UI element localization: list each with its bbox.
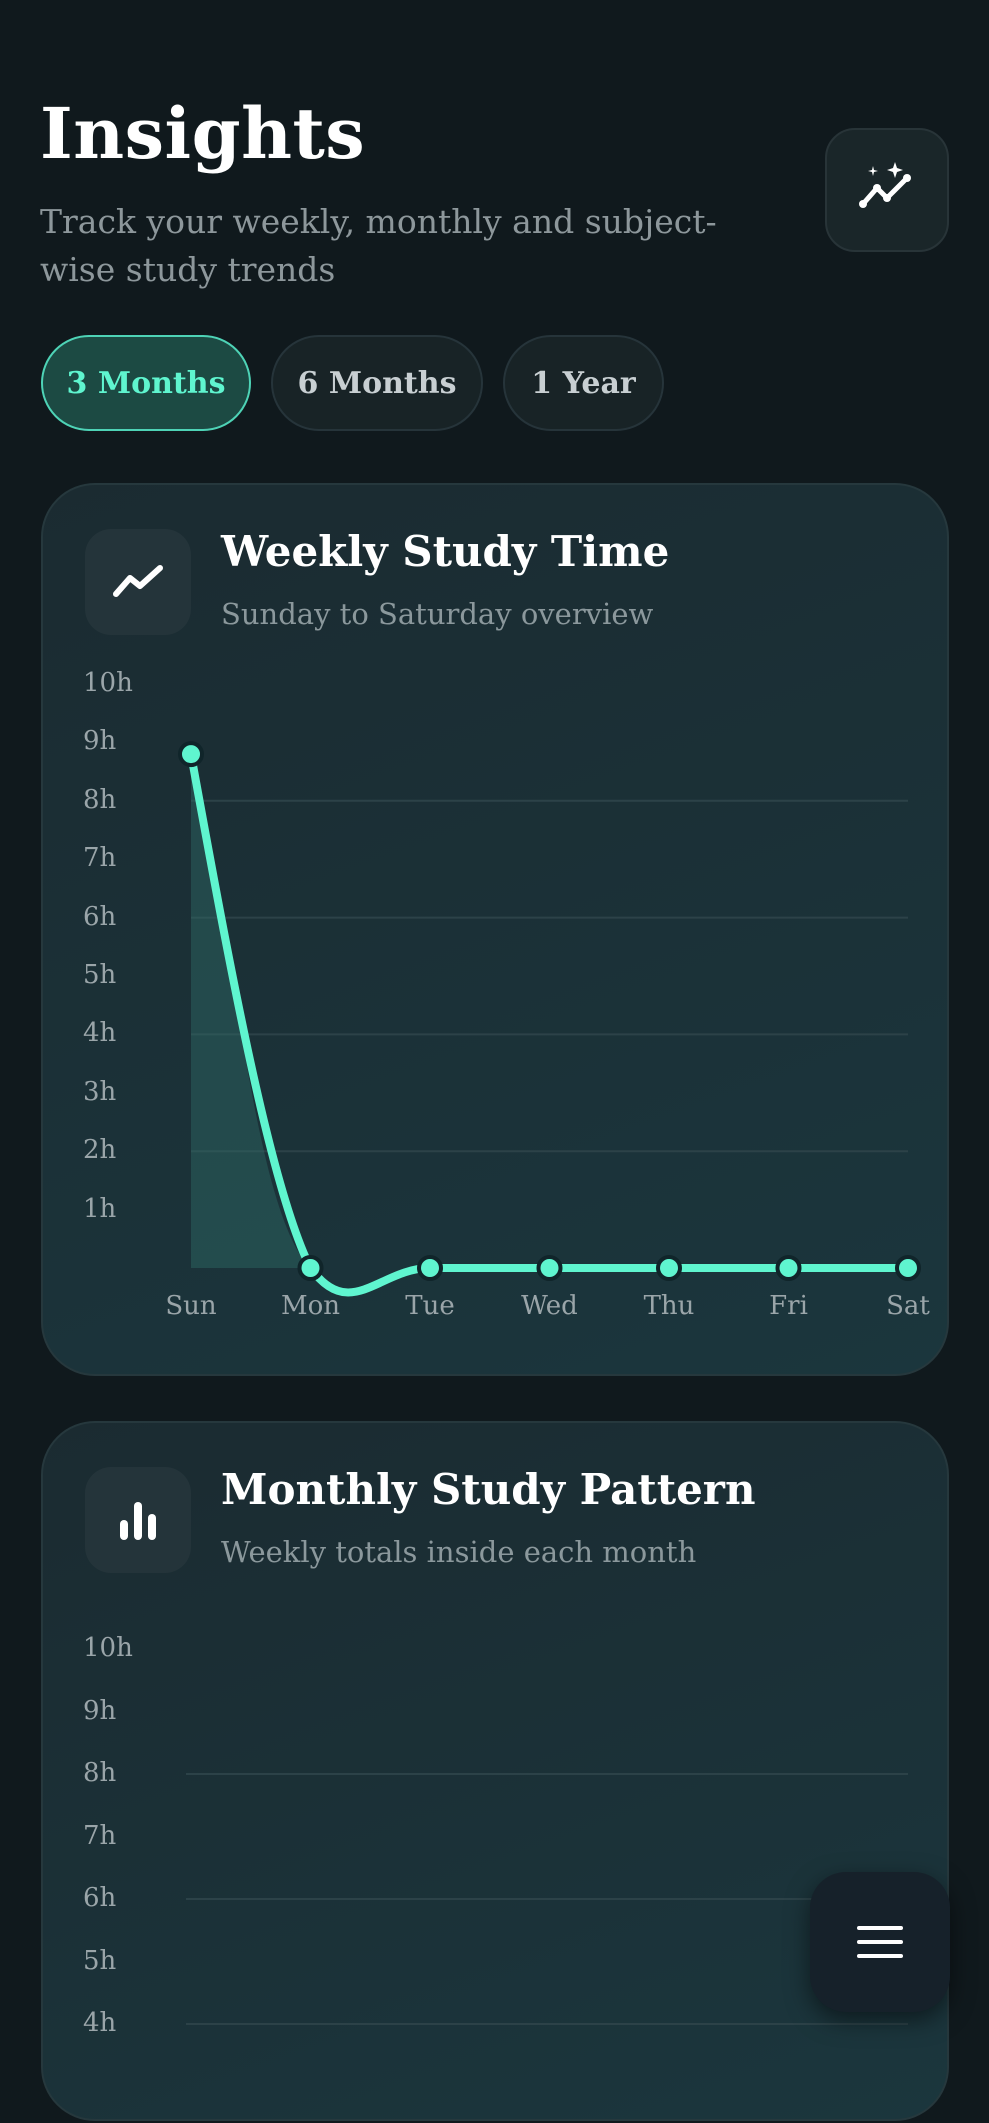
y-tick-label: 7h xyxy=(83,843,117,874)
chip-3-months[interactable]: 3 Months xyxy=(41,335,251,431)
monthly-pattern-chart xyxy=(186,1773,908,2025)
x-tick-label: Sat xyxy=(886,1291,930,1321)
monthly-card-title: Monthly Study Pattern xyxy=(221,1465,756,1514)
data-point[interactable] xyxy=(656,1255,682,1281)
y-tick-label: 4h xyxy=(83,1018,117,1049)
data-point[interactable] xyxy=(536,1255,563,1281)
y-tick-label: 2h xyxy=(83,1135,117,1166)
y-tick-label: 9h xyxy=(83,726,117,757)
y-tick-label: 10h xyxy=(83,668,133,698)
series-area xyxy=(191,754,430,1268)
y-tick-label: 3h xyxy=(83,1076,117,1107)
series-line xyxy=(187,750,912,1297)
y-tick-label: 8h xyxy=(83,784,117,815)
weekly-card-icon-box xyxy=(85,529,191,635)
x-tick-label: Fri xyxy=(769,1291,808,1321)
data-point[interactable] xyxy=(178,741,204,768)
chip-1-year[interactable]: 1 Year xyxy=(503,335,664,431)
y-tick-label: 8h xyxy=(83,1758,117,1788)
x-tick-label: Sun xyxy=(165,1291,217,1321)
x-tick-label: Tue xyxy=(405,1291,455,1321)
y-tick-label: 6h xyxy=(83,1883,117,1913)
menu-icon xyxy=(857,1926,903,1958)
page-title: Insights xyxy=(40,92,366,175)
monthly-card-subtitle: Weekly totals inside each month xyxy=(221,1535,697,1569)
weekly-card-subtitle: Sunday to Saturday overview xyxy=(221,597,654,631)
y-tick-label: 7h xyxy=(83,1820,117,1851)
data-point[interactable] xyxy=(417,1255,443,1281)
monthly-pattern-card: Monthly Study Pattern Weekly totals insi… xyxy=(41,1421,949,2121)
chip-6-months[interactable]: 6 Months xyxy=(271,335,483,431)
y-tick-label: 10h xyxy=(83,1633,133,1663)
trend-line-icon xyxy=(113,565,163,597)
x-tick-label: Thu xyxy=(643,1291,695,1321)
y-tick-label: 5h xyxy=(83,1945,117,1976)
x-tick-label: Mon xyxy=(280,1291,341,1321)
x-tick-label: Wed xyxy=(521,1291,578,1321)
y-tick-label: 5h xyxy=(83,960,117,990)
y-tick-label: 6h xyxy=(83,901,117,932)
sparkle-trend-icon xyxy=(859,162,911,208)
menu-button[interactable] xyxy=(810,1872,950,2012)
insights-action-button[interactable] xyxy=(825,128,949,252)
y-tick-label: 4h xyxy=(83,2008,117,2038)
y-tick-label: 1h xyxy=(83,1193,117,1224)
monthly-card-icon-box xyxy=(85,1467,191,1573)
weekly-card-title: Weekly Study Time xyxy=(221,527,670,576)
weekly-study-card: Weekly Study Time Sunday to Saturday ove… xyxy=(41,483,949,1376)
bar-chart-icon xyxy=(120,1502,156,1540)
weekly-study-chart xyxy=(178,741,921,1297)
data-point[interactable] xyxy=(895,1255,921,1281)
y-tick-label: 9h xyxy=(83,1695,117,1726)
page-subtitle: Track your weekly, monthly and subject-w… xyxy=(40,202,717,289)
data-point[interactable] xyxy=(775,1255,802,1281)
data-point[interactable] xyxy=(297,1255,324,1281)
